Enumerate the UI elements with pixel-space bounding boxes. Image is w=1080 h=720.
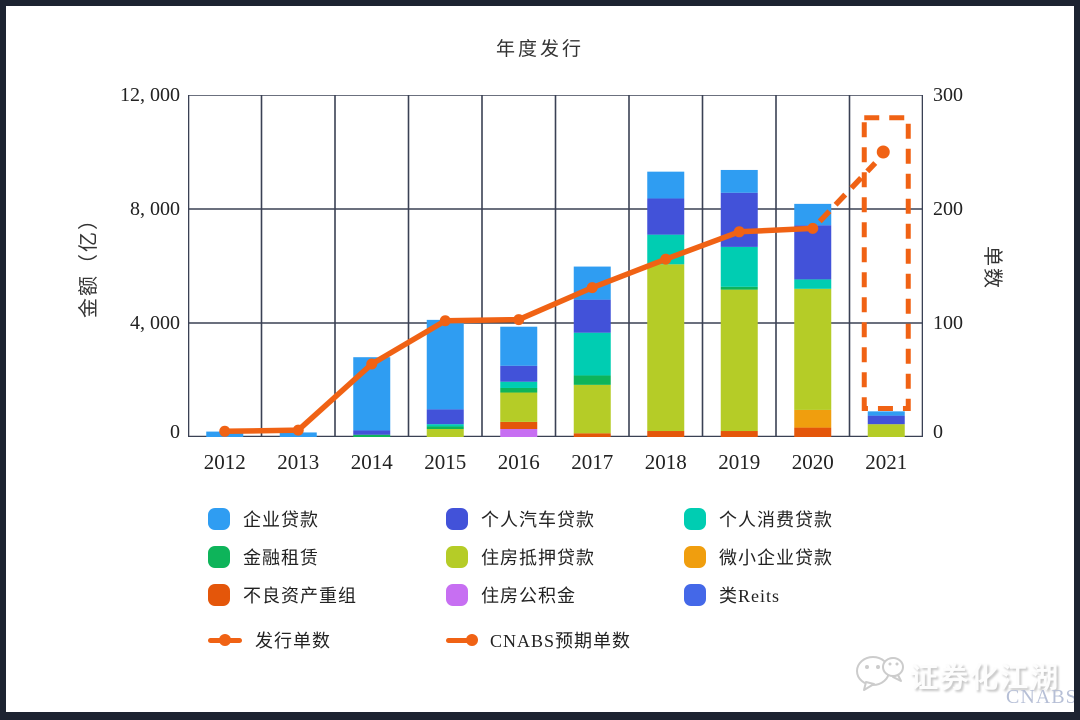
x-tick-label: 2014	[350, 450, 393, 474]
x-axis-labels: 2012 2013 2014 2015 2016 2017 2018 2019 …	[188, 450, 923, 475]
left-axis-tick: 8, 000	[130, 198, 180, 220]
legend-swatch	[208, 508, 230, 530]
right-axis-tick: 100	[933, 312, 963, 334]
legend-swatch	[684, 584, 706, 606]
legend-item: 住房抵押贷款	[446, 545, 684, 569]
legend-item: 个人汽车贷款	[446, 507, 684, 531]
chart-title: 年度发行	[495, 39, 584, 60]
left-axis-tick: 4, 000	[130, 312, 180, 334]
x-tick-label: 2015	[424, 450, 467, 474]
left-axis-tick: 12, 000	[120, 84, 180, 106]
legend-label: 微小企业贷款	[719, 548, 833, 568]
x-tick-label: 2013	[277, 450, 320, 474]
watermark-text: 证券化江湖	[910, 663, 1061, 694]
legend-label: 类Reits	[719, 586, 781, 606]
legend-item: 微小企业贷款	[684, 545, 922, 569]
x-tick-label: 2019	[718, 450, 761, 474]
legend-label: CNABS预期单数	[490, 631, 632, 651]
legend-label: 企业贷款	[243, 510, 319, 530]
legend-swatch	[208, 584, 230, 606]
legend-item: 企业贷款	[208, 507, 446, 531]
legend-swatch	[446, 546, 468, 568]
x-tick-label: 2018	[644, 450, 687, 474]
right-axis-tick: 300	[933, 84, 963, 106]
legend-swatch	[208, 546, 230, 568]
x-tick-label: 2017	[571, 450, 614, 474]
legend-item: 金融租赁	[208, 545, 446, 569]
legend-item: 不良资产重组	[208, 583, 446, 607]
legend-label: 个人消费贷款	[719, 510, 833, 530]
x-tick-label: 2016	[497, 450, 540, 474]
watermark-brand: CNABS	[1006, 686, 1078, 708]
solid-line-marker-icon	[208, 634, 242, 646]
plot-area	[188, 95, 923, 437]
legend-item: 住房公积金	[446, 583, 684, 607]
left-axis-tick: 0	[170, 421, 180, 443]
legend: 企业贷款 个人汽车贷款 个人消费贷款 金融租赁 住房抵押贷款 微小企业贷款 不良…	[208, 507, 922, 607]
legend-swatch	[684, 546, 706, 568]
wechat-icon	[856, 656, 904, 691]
legend-swatch	[446, 508, 468, 530]
legend-swatch	[684, 508, 706, 530]
legend-swatch	[446, 584, 468, 606]
legend-label: 住房抵押贷款	[481, 548, 595, 568]
legend-label: 发行单数	[255, 631, 331, 651]
legend-item: 类Reits	[684, 583, 922, 607]
dashed-line-marker-icon	[446, 634, 478, 646]
legend-item-expected-count: CNABS预期单数	[446, 627, 631, 653]
legend-label: 金融租赁	[243, 548, 319, 568]
legend-label: 不良资产重组	[243, 586, 357, 606]
right-axis-tick: 200	[933, 198, 963, 220]
legend-item: 个人消费贷款	[684, 507, 922, 531]
watermark: 证券化江湖 CNABS	[854, 648, 1074, 712]
legend-label: 个人汽车贷款	[481, 510, 595, 530]
x-tick-label: 2020	[791, 450, 834, 474]
x-tick-label: 2021	[865, 450, 908, 474]
legend-label: 住房公积金	[481, 586, 576, 606]
legend-item-issue-count: 发行单数	[208, 627, 446, 653]
legend-line-row: 发行单数 CNABS预期单数	[208, 627, 631, 653]
right-axis-tick: 0	[933, 421, 943, 443]
x-tick-label: 2012	[203, 450, 246, 474]
